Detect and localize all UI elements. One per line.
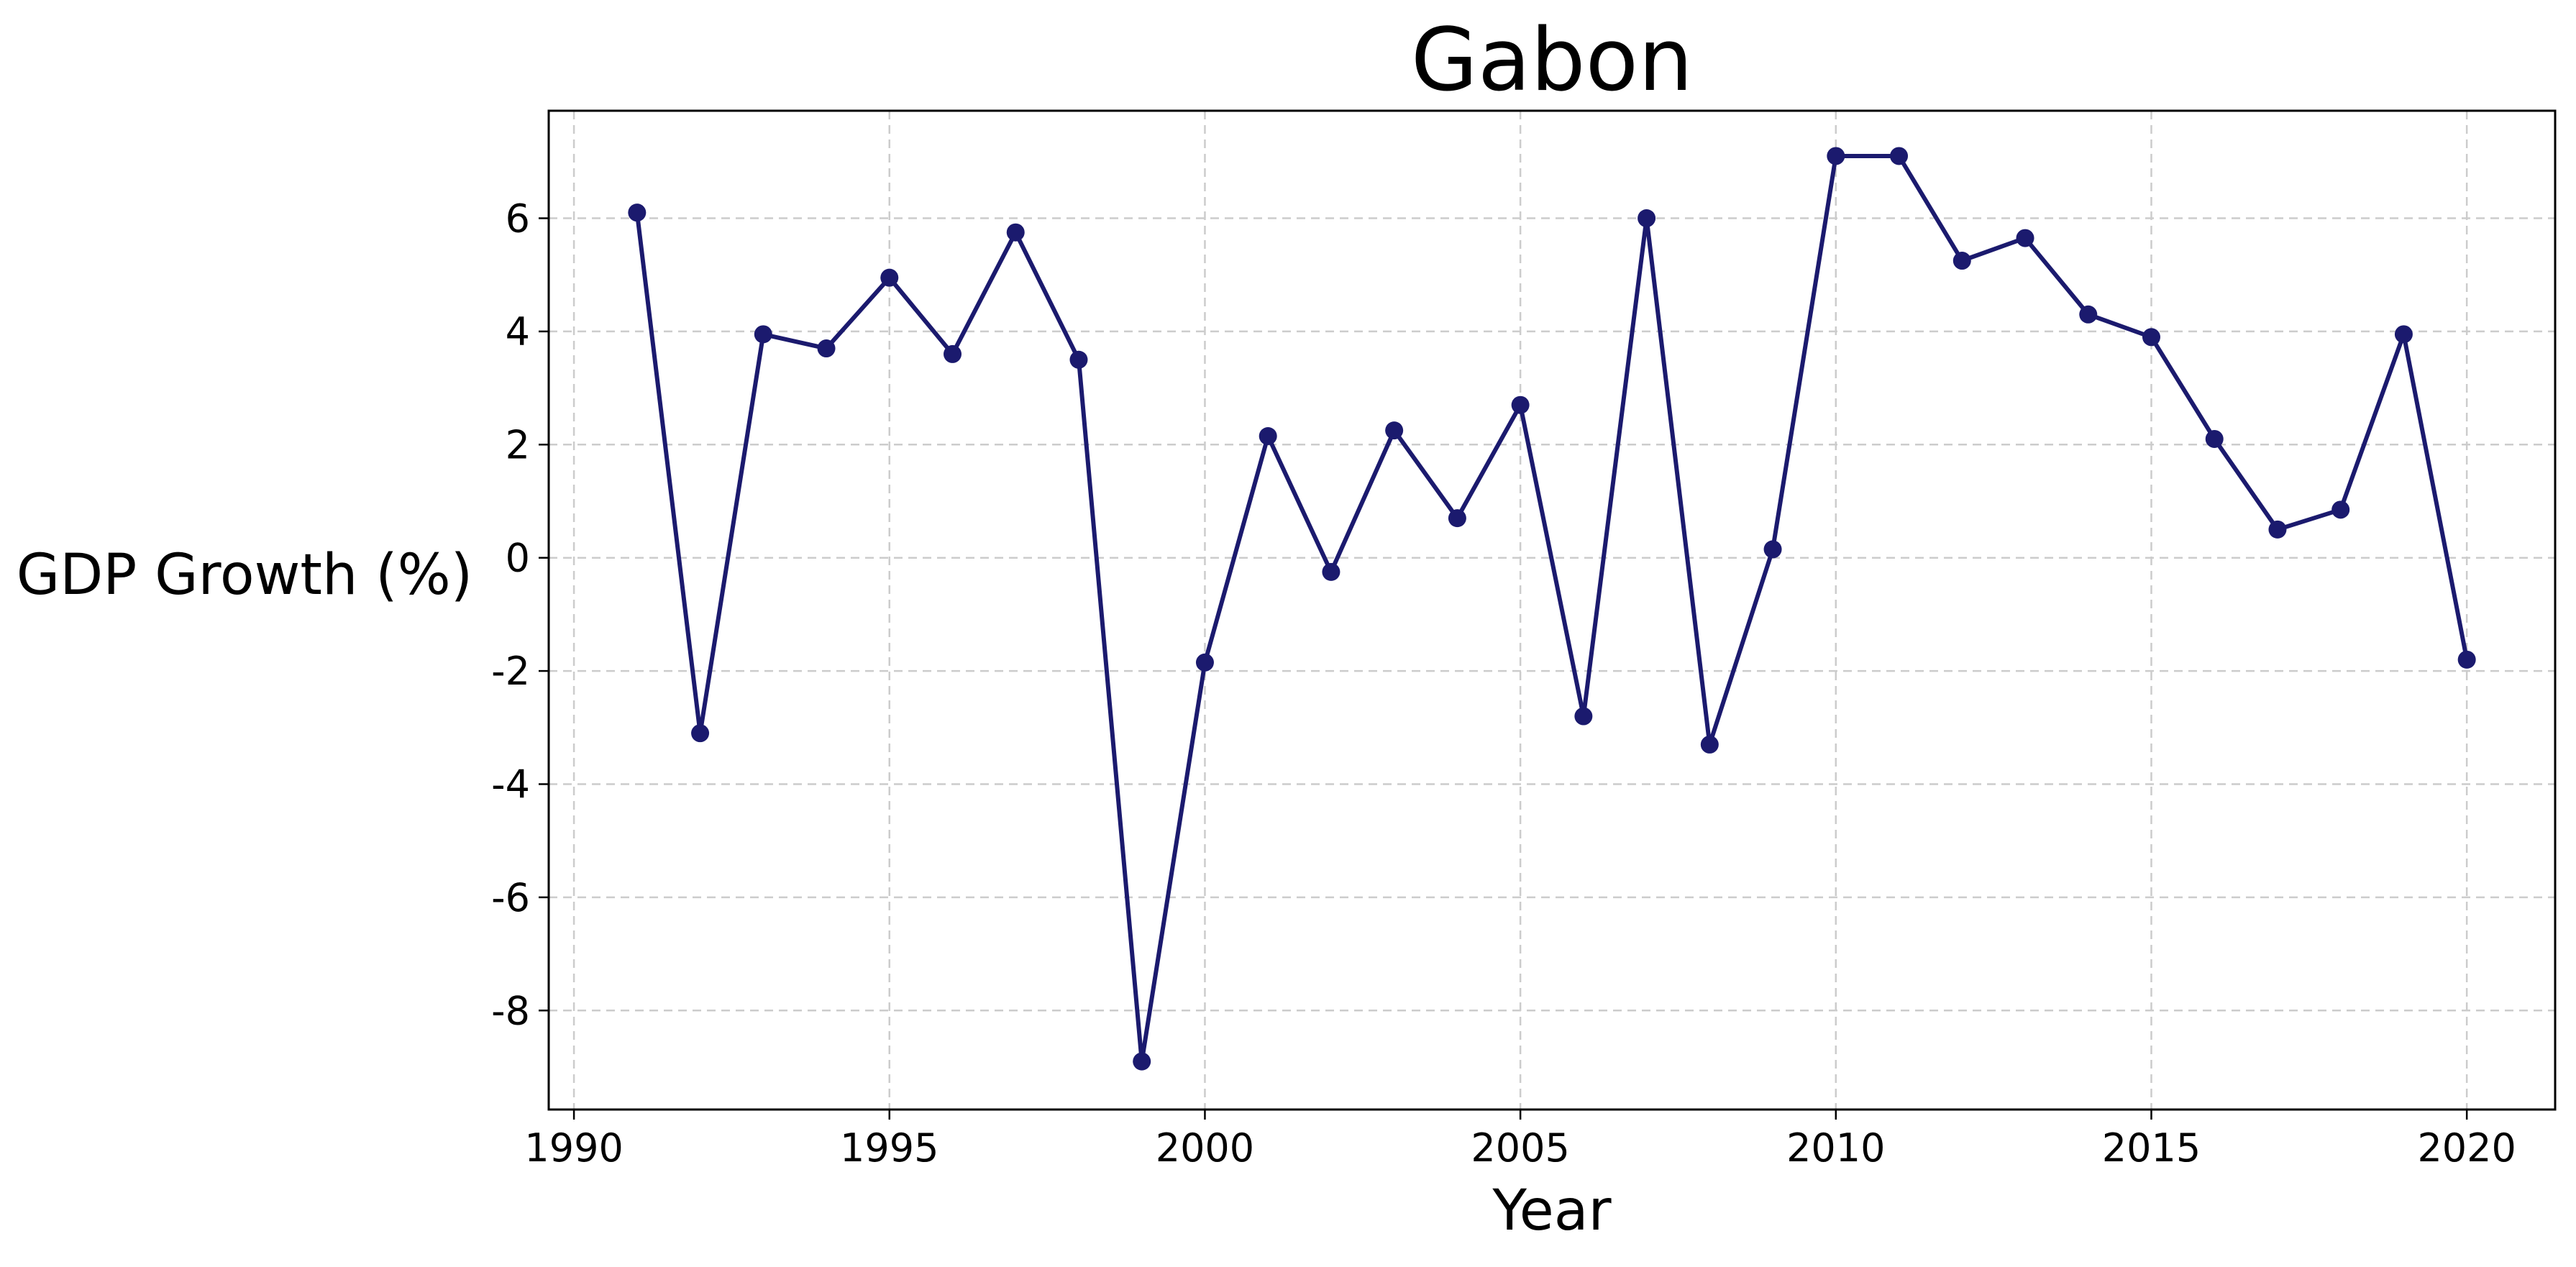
data-point xyxy=(2205,429,2224,448)
data-point xyxy=(2268,520,2287,539)
data-point xyxy=(754,325,772,344)
data-point xyxy=(1890,147,1909,165)
y-tick-label: 6 xyxy=(506,196,530,242)
data-point xyxy=(1952,252,1971,270)
x-tick-label: 2005 xyxy=(1471,1125,1569,1171)
data-point xyxy=(817,339,836,358)
data-point xyxy=(880,268,899,287)
data-point xyxy=(1574,707,1593,726)
data-point xyxy=(2457,650,2476,669)
y-tick-label: -8 xyxy=(491,988,530,1033)
x-tick-label: 2015 xyxy=(2102,1125,2201,1171)
data-point xyxy=(1763,540,1782,559)
y-tick-label: 4 xyxy=(506,309,530,355)
data-point xyxy=(1511,395,1530,414)
data-point xyxy=(2079,305,2098,324)
data-point xyxy=(1259,427,1277,446)
x-tick-label: 2010 xyxy=(1786,1125,1885,1171)
data-point xyxy=(691,724,710,743)
data-point xyxy=(1638,209,1656,228)
data-point xyxy=(944,344,962,363)
chart-title: Gabon xyxy=(1411,11,1693,111)
grid xyxy=(549,111,2555,1110)
y-tick-label: 0 xyxy=(506,536,530,581)
data-point xyxy=(2142,328,2160,347)
x-tick-label: 1990 xyxy=(524,1125,623,1171)
data-point xyxy=(2394,325,2413,344)
series-line xyxy=(634,154,2470,1064)
data-point xyxy=(1385,421,1404,440)
x-tick-label: 2000 xyxy=(1156,1125,1254,1171)
y-tick-label: -4 xyxy=(491,761,530,807)
y-tick-label: -6 xyxy=(491,875,530,920)
data-point xyxy=(1448,509,1466,528)
data-point xyxy=(1195,653,1214,672)
data-point xyxy=(1069,350,1088,369)
y-axis-title: GDP Growth (%) xyxy=(17,543,472,608)
data-point xyxy=(628,203,647,222)
axis-ticks: 1990 1995 2000 2005 2010 2015 2020 -8 -6 -4 -2 0 2 4 6 xyxy=(491,196,2516,1171)
x-axis-title: Year xyxy=(1492,1179,1612,1243)
data-point xyxy=(1827,147,1845,165)
data-point xyxy=(2016,229,2034,247)
y-tick-label: -2 xyxy=(491,649,530,694)
data-point xyxy=(2331,500,2350,519)
data-point xyxy=(1006,223,1025,242)
y-tick-label: 2 xyxy=(506,422,530,467)
x-tick-label: 2020 xyxy=(2417,1125,2516,1171)
data-point xyxy=(1322,562,1340,581)
series-layer xyxy=(628,147,2476,1071)
x-tick-label: 1995 xyxy=(840,1125,938,1171)
plot-frame xyxy=(547,109,2557,1111)
data-point xyxy=(1700,735,1719,754)
data-point xyxy=(1133,1052,1151,1071)
